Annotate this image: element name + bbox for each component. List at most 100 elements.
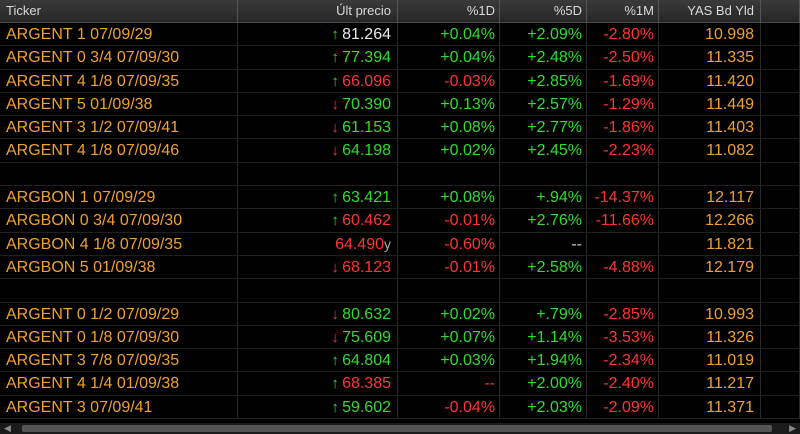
table-row[interactable]: ARGENT 3 1/2 07/09/41 ↓ 61.153 +0.08% +2.77%… xyxy=(0,116,800,140)
change-1m-cell: -2.40% xyxy=(587,372,659,395)
ticker-cell[interactable]: ARGENT 0 3/4 07/09/30 xyxy=(0,46,238,69)
last-price-cell[interactable]: ↑ 64.804 xyxy=(238,349,398,372)
table-row[interactable]: ARGENT 1 07/09/29 ↑ 81.264 +0.04% +2.09% -2.8… xyxy=(0,23,800,47)
table-row[interactable]: ARGENT 3 7/8 07/09/35 ↑ 64.804 +0.03% +1.94%… xyxy=(0,349,800,373)
change-1d-value: +0.07% xyxy=(440,328,495,346)
last-price-cell[interactable]: ↑ 59.602 xyxy=(238,395,398,419)
horizontal-scrollbar[interactable]: ◀ ▶ xyxy=(0,423,800,434)
yield-cell: 11.326 xyxy=(659,325,761,349)
ticker-cell[interactable]: ARGENT 0 1/2 07/09/29 xyxy=(0,302,238,325)
table-row[interactable]: ARGBON 4 1/8 07/09/35 64.490y -0.60% -- 11.8… xyxy=(0,232,800,256)
ticker-cell[interactable] xyxy=(0,162,238,186)
last-price-cell[interactable]: ↓ 64.198 xyxy=(238,139,398,162)
table-row[interactable]: ARGENT 0 1/2 07/09/29 ↓ 80.632 +0.02% +.79% -… xyxy=(0,302,800,326)
scroll-right-arrow-icon[interactable]: ▶ xyxy=(789,423,796,433)
yield-cell: 11.019 xyxy=(659,349,761,372)
header-1m-change[interactable]: %1M xyxy=(587,0,659,22)
table-row[interactable]: ARGENT 4 1/4 01/09/38 ↑ 68.385 -- +2.00% -2.4… xyxy=(0,372,800,396)
ticker-cell[interactable]: ARGENT 0 1/8 07/09/30 xyxy=(0,325,238,349)
ticker-cell[interactable]: ARGENT 4 1/4 01/09/38 xyxy=(0,372,238,395)
table-row[interactable]: ARGENT 0 3/4 07/09/30 ↑ 77.394 +0.04% +2.48%… xyxy=(0,46,800,70)
header-last-price[interactable]: Últ precio xyxy=(238,0,398,22)
table-row[interactable]: ARGENT 5 01/09/38 ↓ 70.390 +0.13% +2.57% -1.2… xyxy=(0,92,800,117)
change-1m-cell: -2.09% xyxy=(587,395,659,419)
ticker-cell[interactable]: ARGENT 3 7/8 07/09/35 xyxy=(0,349,238,372)
change-5d-value: +2.00% xyxy=(527,375,582,393)
table-row[interactable]: ARGENT 4 1/8 07/09/35 ↑ 66.096 -0.03% +2.85%… xyxy=(0,69,800,93)
scroll-left-arrow-icon[interactable]: ◀ xyxy=(4,423,11,433)
header-ticker[interactable]: Ticker xyxy=(0,0,238,22)
yield-cell: 11.335 xyxy=(659,46,761,69)
yield-cell: 11.821 xyxy=(659,232,761,255)
change-1d-value: +0.08% xyxy=(440,119,495,137)
spacer-cell xyxy=(761,69,800,92)
scrollbar-thumb[interactable] xyxy=(22,425,772,432)
last-price-value: 64.490 xyxy=(335,235,384,253)
last-price-cell[interactable]: ↑ 63.421 xyxy=(238,186,398,209)
change-5d-value: -- xyxy=(571,235,582,253)
change-5d-value: +.79% xyxy=(536,305,582,323)
yield-cell: 10.998 xyxy=(659,23,761,46)
ticker-cell[interactable]: ARGENT 3 1/2 07/09/41 xyxy=(0,116,238,139)
last-price-cell[interactable]: ↓ 80.632 xyxy=(238,302,398,325)
header-1d-change[interactable]: %1D xyxy=(398,0,500,22)
arrow-down-icon: ↓ xyxy=(331,142,339,160)
last-price-cell[interactable]: ↑ 60.462 xyxy=(238,209,398,232)
table-row[interactable]: ARGBON 1 07/09/29 ↑ 63.421 +0.08% +.94% -14.3… xyxy=(0,186,800,210)
last-price-value: 81.264 xyxy=(342,26,391,43)
table-row[interactable]: ARGBON 5 01/09/38 ↓ 68.123 -0.01% +2.58% -4.8… xyxy=(0,255,800,280)
change-1m-cell: -11.66% xyxy=(587,209,659,232)
last-price-cell[interactable]: ↓ 75.609 xyxy=(238,325,398,349)
last-price-cell[interactable]: ↓ 68.123 xyxy=(238,255,398,279)
table-row[interactable]: ARGENT 4 1/8 07/09/46 ↓ 64.198 +0.02% +2.45%… xyxy=(0,139,800,163)
ticker-cell[interactable]: ARGENT 3 07/09/41 xyxy=(0,395,238,419)
change-5d-value: +2.03% xyxy=(527,398,582,416)
last-price-cell[interactable]: ↑ 81.264 xyxy=(238,23,398,46)
spacer-cell xyxy=(761,46,800,69)
last-price-cell[interactable] xyxy=(238,162,398,186)
ticker-cell[interactable]: ARGBON 4 1/8 07/09/35 xyxy=(0,232,238,255)
change-1m-value: -4.88% xyxy=(603,258,654,276)
change-5d-cell: +2.85% xyxy=(500,69,587,92)
ticker-cell[interactable]: ARGBON 0 3/4 07/09/30 xyxy=(0,209,238,232)
ticker-cell[interactable]: ARGBON 1 07/09/29 xyxy=(0,186,238,209)
change-5d-value: +2.45% xyxy=(527,142,582,160)
arrow-down-icon: ↓ xyxy=(331,95,339,113)
header-yas-bond-yield[interactable]: YAS Bd Yld xyxy=(659,0,761,22)
yield-cell xyxy=(659,279,761,302)
last-price-cell[interactable]: ↓ 70.390 xyxy=(238,92,398,116)
spacer-cell xyxy=(761,209,800,232)
change-1m-value: -1.86% xyxy=(603,119,654,137)
header-5d-change[interactable]: %5D xyxy=(500,0,587,22)
last-price-cell[interactable]: ↑ 66.096 xyxy=(238,69,398,92)
table-row[interactable]: ARGENT 0 1/8 07/09/30 ↓ 75.609 +0.07% +1.14%… xyxy=(0,325,800,350)
change-5d-value: +2.58% xyxy=(527,258,582,276)
spacer-cell xyxy=(761,116,800,139)
table-row[interactable]: ARGENT 3 07/09/41 ↑ 59.602 -0.04% +2.03% -2.0… xyxy=(0,395,800,420)
ticker-label: ARGENT 4 1/4 01/09/38 xyxy=(6,375,180,393)
ticker-label: ARGENT 4 1/8 07/09/46 xyxy=(6,142,180,160)
change-1m-value: -14.37% xyxy=(594,189,654,207)
change-1d-value: -0.03% xyxy=(444,72,495,90)
table-row[interactable]: ARGBON 0 3/4 07/09/30 ↑ 60.462 -0.01% +2.76%… xyxy=(0,209,800,233)
ticker-cell[interactable]: ARGBON 5 01/09/38 xyxy=(0,255,238,279)
change-5d-value: +2.85% xyxy=(527,72,582,90)
change-1m-cell: -1.69% xyxy=(587,69,659,92)
yield-value: 11.403 xyxy=(706,119,754,137)
last-price-cell[interactable]: ↑ 68.385 xyxy=(238,372,398,395)
last-price-cell[interactable] xyxy=(238,279,398,302)
ticker-cell[interactable]: ARGENT 1 07/09/29 xyxy=(0,23,238,46)
ticker-cell[interactable]: ARGENT 4 1/8 07/09/35 xyxy=(0,69,238,92)
yield-value: 11.019 xyxy=(706,352,754,370)
change-5d-value: +2.48% xyxy=(527,49,582,67)
last-price-cell[interactable]: ↓ 61.153 xyxy=(238,116,398,139)
last-price-cell[interactable]: 64.490y xyxy=(238,232,398,255)
arrow-up-icon: ↑ xyxy=(331,375,339,393)
change-1m-cell xyxy=(587,232,659,255)
spacer-cell xyxy=(761,395,800,419)
ticker-cell[interactable] xyxy=(0,279,238,302)
last-price-cell[interactable]: ↑ 77.394 xyxy=(238,46,398,69)
ticker-cell[interactable]: ARGENT 4 1/8 07/09/46 xyxy=(0,139,238,162)
spacer-cell xyxy=(761,186,800,209)
ticker-cell[interactable]: ARGENT 5 01/09/38 xyxy=(0,92,238,116)
